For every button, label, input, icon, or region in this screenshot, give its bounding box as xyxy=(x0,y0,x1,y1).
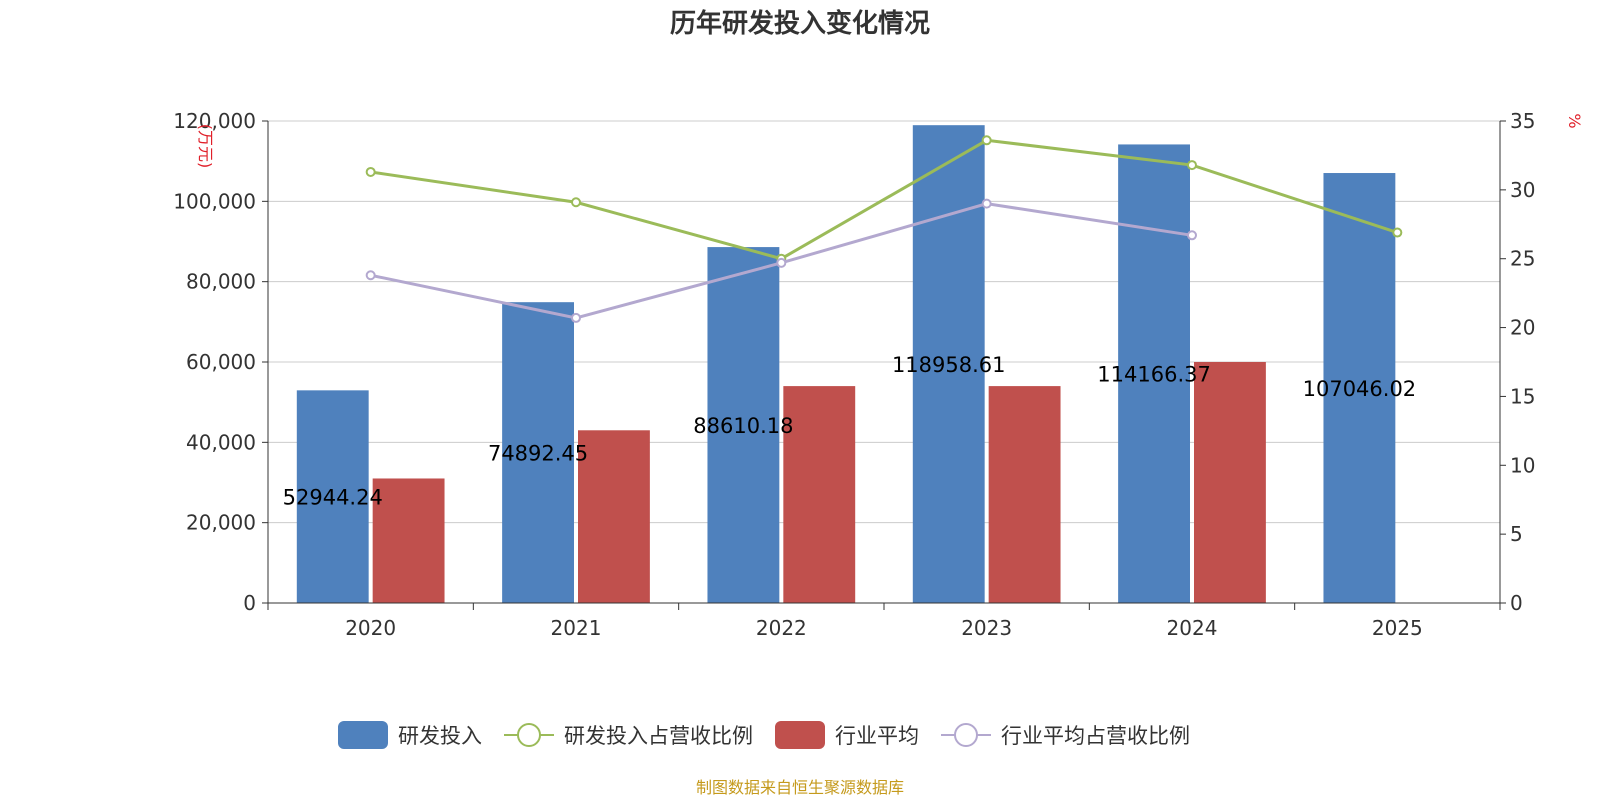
data-label: 88610.18 xyxy=(693,414,793,438)
y-left-tick-label: 120,000 xyxy=(173,109,256,133)
legend-circle-swatch xyxy=(517,723,541,747)
bar-series xyxy=(296,125,1396,604)
bar-rd-investment xyxy=(296,390,369,603)
bar-industry-average xyxy=(578,430,650,603)
y-left-axis-label: (万元) xyxy=(196,124,215,169)
data-label: 114166.37 xyxy=(1097,363,1211,387)
bar-industry-average xyxy=(988,386,1061,603)
y-left-tick-label: 40,000 xyxy=(186,430,256,454)
y-right-tick-label: 30 xyxy=(1510,178,1535,202)
grid-lines xyxy=(268,120,1500,524)
legend-swatch-rd-investment xyxy=(338,721,388,749)
y-right-tick-label: 25 xyxy=(1510,247,1535,271)
bar-rd-investment xyxy=(1323,173,1396,604)
point-industry-ratio xyxy=(776,257,787,268)
legend-circle-swatch xyxy=(954,723,978,747)
bar-rd-investment xyxy=(912,125,985,603)
y-right-tick-label: 10 xyxy=(1510,453,1535,477)
point-rd-ratio xyxy=(1392,227,1403,238)
source-note: 制图数据来自恒生聚源数据库 xyxy=(696,778,904,797)
x-tick-label: 2021 xyxy=(551,616,602,640)
legend: 研发投入 研发投入占营收比例 行业平均 行业平均占营收比例 xyxy=(338,721,1190,749)
y-left-tick-label: 20,000 xyxy=(186,511,256,535)
chart-title: 历年研发投入变化情况 xyxy=(670,8,930,39)
y-left-tick-label: 0 xyxy=(243,591,256,615)
point-industry-ratio xyxy=(1187,230,1197,241)
legend-label: 研发投入 xyxy=(398,724,482,748)
y-left-tick-label: 80,000 xyxy=(186,270,256,294)
bar-industry-average xyxy=(372,478,445,603)
x-tick-label: 2023 xyxy=(961,616,1012,640)
legend-swatch-industry-average xyxy=(775,721,825,749)
point-industry-ratio xyxy=(365,270,376,281)
data-labels: 52944.24 74892.45 88610.18 118958.61 114166.… xyxy=(283,353,1417,510)
legend-label: 行业平均 xyxy=(835,724,919,748)
data-label: 118958.61 xyxy=(892,353,1006,377)
point-rd-ratio xyxy=(571,197,581,208)
point-industry-ratio xyxy=(571,312,581,323)
line-rd-ratio xyxy=(370,138,1398,261)
line-series xyxy=(365,135,1403,323)
data-label: 52944.24 xyxy=(283,486,383,510)
bar-rd-investment xyxy=(1118,144,1190,603)
y-left-tick-label: 100,000 xyxy=(173,189,256,213)
x-tick-label: 2022 xyxy=(756,616,807,640)
legend-label: 行业平均占营收比例 xyxy=(1001,724,1190,748)
bar-industry-average xyxy=(783,386,856,603)
data-label: 107046.02 xyxy=(1303,377,1417,401)
y-right-tick-label: 20 xyxy=(1510,316,1535,340)
y-right-tick-label: 35 xyxy=(1510,109,1535,133)
bar-industry-average xyxy=(1194,362,1266,603)
x-tick-label: 2025 xyxy=(1372,616,1423,640)
data-label: 74892.45 xyxy=(488,442,588,466)
y-right-axis-label: % xyxy=(1565,113,1584,128)
axes: 0 20,000 40,000 60,000 80,000 100,000 120,000 0… xyxy=(173,109,1535,640)
x-tick-label: 2020 xyxy=(345,616,396,640)
point-rd-ratio xyxy=(981,135,992,146)
bar-rd-investment xyxy=(502,302,574,603)
bar-rd-investment xyxy=(707,247,780,603)
y-right-tick-label: 5 xyxy=(1510,522,1523,546)
y-left-tick-label: 60,000 xyxy=(186,350,256,374)
point-rd-ratio xyxy=(365,166,376,177)
legend-label: 研发投入占营收比例 xyxy=(564,724,753,748)
point-industry-ratio xyxy=(981,198,992,209)
point-rd-ratio xyxy=(1187,160,1197,171)
y-right-tick-label: 0 xyxy=(1510,591,1523,615)
y-right-tick-label: 15 xyxy=(1510,384,1535,408)
x-tick-label: 2024 xyxy=(1167,616,1218,640)
